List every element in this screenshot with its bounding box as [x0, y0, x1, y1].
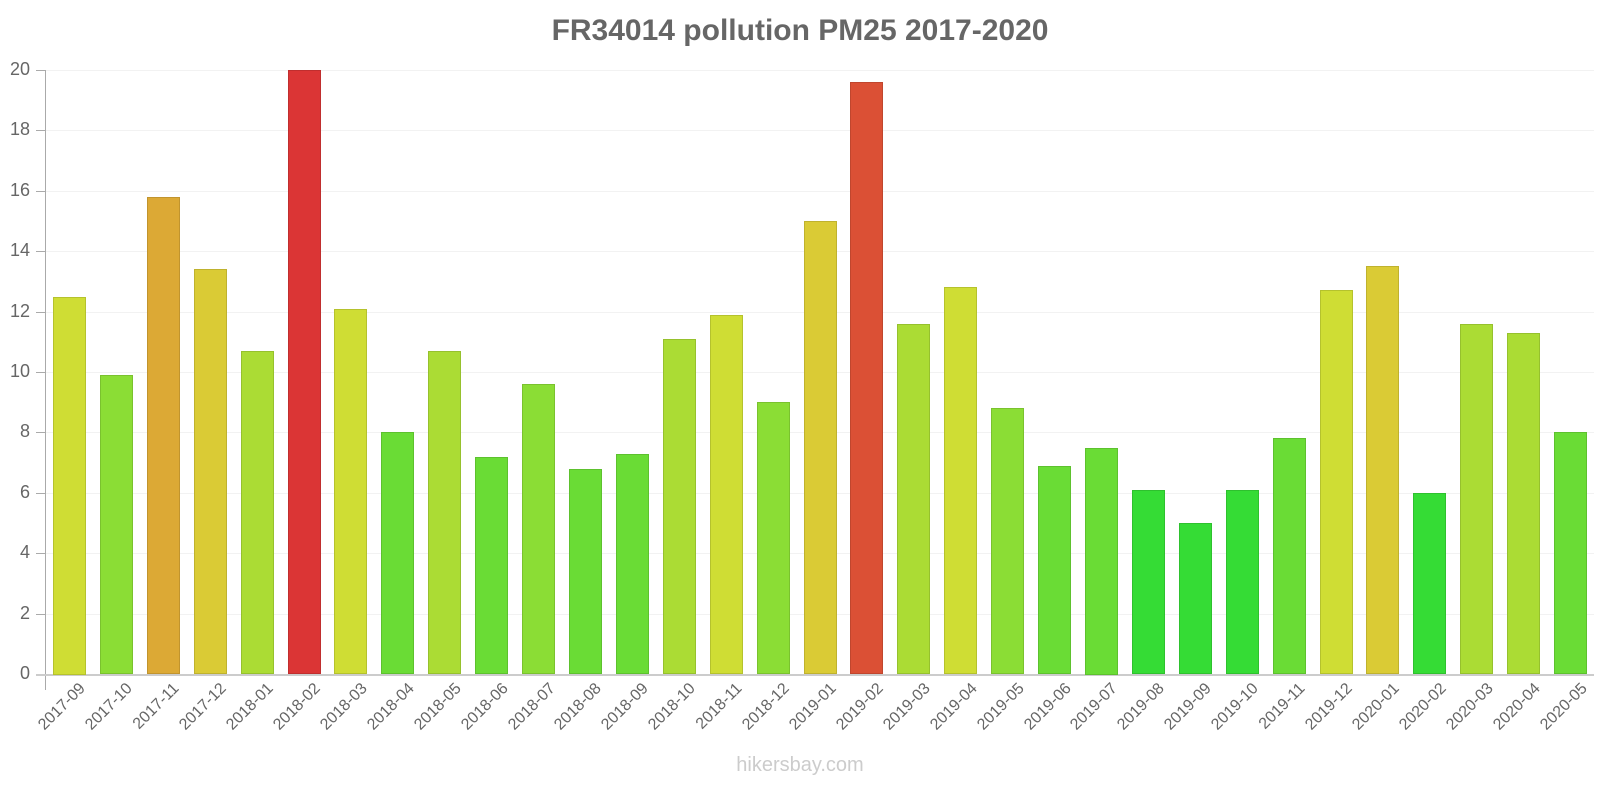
bar-2018-05[interactable]	[428, 351, 461, 674]
x-tick-label: 2018-07	[505, 680, 560, 734]
y-tick-mark	[36, 312, 45, 313]
y-tick-mark	[36, 493, 45, 494]
gridline	[46, 70, 1594, 71]
x-axis-line	[36, 674, 1594, 676]
bar-2019-05[interactable]	[991, 408, 1024, 674]
x-tick-label: 2019-06	[1021, 680, 1076, 734]
x-tick-label: 2020-01	[1349, 680, 1404, 734]
y-tick-mark	[36, 553, 45, 554]
bar-2018-04[interactable]	[381, 432, 414, 674]
bar-2019-12[interactable]	[1320, 290, 1353, 674]
x-tick-label: 2018-01	[223, 680, 278, 734]
x-tick-label: 2019-11	[1256, 680, 1310, 733]
x-tick-label: 2019-03	[880, 680, 935, 734]
bar-2017-12[interactable]	[194, 269, 227, 674]
x-tick-label: 2019-04	[927, 680, 982, 734]
y-tick-label: 8	[19, 421, 30, 441]
watermark: hikersbay.com	[736, 754, 864, 776]
y-tick-mark	[36, 130, 45, 131]
x-tick-label: 2017-11	[130, 680, 184, 733]
bar-2018-11[interactable]	[710, 315, 743, 674]
y-tick-label: 6	[19, 482, 30, 502]
y-tick-label: 16	[9, 180, 30, 200]
bar-2020-04[interactable]	[1507, 333, 1540, 674]
x-tick-label: 2018-05	[411, 680, 466, 734]
bar-2018-12[interactable]	[757, 402, 790, 674]
bar-2020-05[interactable]	[1554, 432, 1587, 674]
bar-2018-10[interactable]	[663, 339, 696, 674]
y-tick-label: 14	[9, 240, 30, 260]
x-tick-label: 2019-02	[833, 680, 888, 734]
bar-2020-01[interactable]	[1366, 266, 1399, 674]
bar-2017-11[interactable]	[147, 197, 180, 674]
y-tick-mark	[36, 614, 45, 615]
x-tick-label: 2019-10	[1208, 680, 1263, 734]
bar-2019-04[interactable]	[944, 287, 977, 674]
y-tick-mark	[36, 191, 45, 192]
bar-2020-03[interactable]	[1460, 324, 1493, 674]
x-tick-label: 2018-09	[598, 680, 653, 734]
x-tick-label: 2019-07	[1067, 680, 1122, 734]
bar-2019-11[interactable]	[1273, 438, 1306, 674]
bar-2019-10[interactable]	[1226, 490, 1259, 674]
x-tick-label: 2018-11	[693, 680, 747, 733]
x-tick-label: 2020-04	[1490, 680, 1545, 734]
x-tick-label: 2018-06	[458, 680, 513, 734]
x-tick-label: 2018-02	[270, 680, 325, 734]
bar-2018-09[interactable]	[616, 454, 649, 674]
gridline	[46, 191, 1594, 192]
bar-2018-03[interactable]	[334, 309, 367, 674]
y-axis-line	[45, 70, 46, 690]
x-tick-label: 2018-08	[551, 680, 606, 734]
bar-2017-10[interactable]	[100, 375, 133, 674]
x-tick-label: 2018-10	[645, 680, 700, 734]
y-tick-label: 20	[9, 59, 30, 79]
x-tick-label: 2018-12	[739, 680, 794, 734]
y-tick-label: 4	[19, 542, 30, 562]
bar-2019-02[interactable]	[850, 82, 883, 674]
y-tick-label: 10	[9, 361, 30, 381]
bar-2019-06[interactable]	[1038, 466, 1071, 674]
bar-2017-09[interactable]	[53, 297, 86, 675]
x-tick-label: 2019-12	[1302, 680, 1357, 734]
bar-2018-07[interactable]	[522, 384, 555, 674]
x-tick-label: 2019-09	[1161, 680, 1216, 734]
x-tick-label: 2020-02	[1396, 680, 1451, 734]
chart-title: FR34014 pollution PM25 2017-2020	[551, 14, 1049, 47]
y-tick-mark	[36, 432, 45, 433]
bar-2019-07[interactable]	[1085, 448, 1118, 675]
x-tick-label: 2020-05	[1537, 680, 1592, 734]
y-tick-mark	[36, 251, 45, 252]
bar-2018-06[interactable]	[475, 457, 508, 674]
x-tick-label: 2019-05	[974, 680, 1029, 734]
gridline	[46, 130, 1594, 131]
y-tick-label: 12	[9, 301, 30, 321]
y-tick-label: 0	[19, 663, 30, 683]
y-tick-label: 2	[19, 603, 30, 623]
bar-2020-02[interactable]	[1413, 493, 1446, 674]
bar-2019-03[interactable]	[897, 324, 930, 674]
bar-2019-09[interactable]	[1179, 523, 1212, 674]
y-tick-mark	[36, 372, 45, 373]
y-tick-label: 18	[9, 119, 30, 139]
x-tick-label: 2017-09	[35, 680, 90, 734]
x-tick-label: 2019-08	[1114, 680, 1169, 734]
bar-2018-02[interactable]	[288, 70, 321, 674]
x-tick-label: 2018-04	[364, 680, 419, 734]
x-tick-label: 2019-01	[786, 680, 841, 734]
bar-2019-08[interactable]	[1132, 490, 1165, 674]
x-tick-label: 2018-03	[317, 680, 372, 734]
bar-2018-01[interactable]	[241, 351, 274, 674]
y-tick-mark	[36, 70, 45, 71]
x-tick-label: 2020-03	[1443, 680, 1498, 734]
bar-2018-08[interactable]	[569, 469, 602, 674]
x-tick-label: 2017-10	[82, 680, 137, 734]
x-tick-label: 2017-12	[176, 680, 231, 734]
bar-2019-01[interactable]	[804, 221, 837, 674]
